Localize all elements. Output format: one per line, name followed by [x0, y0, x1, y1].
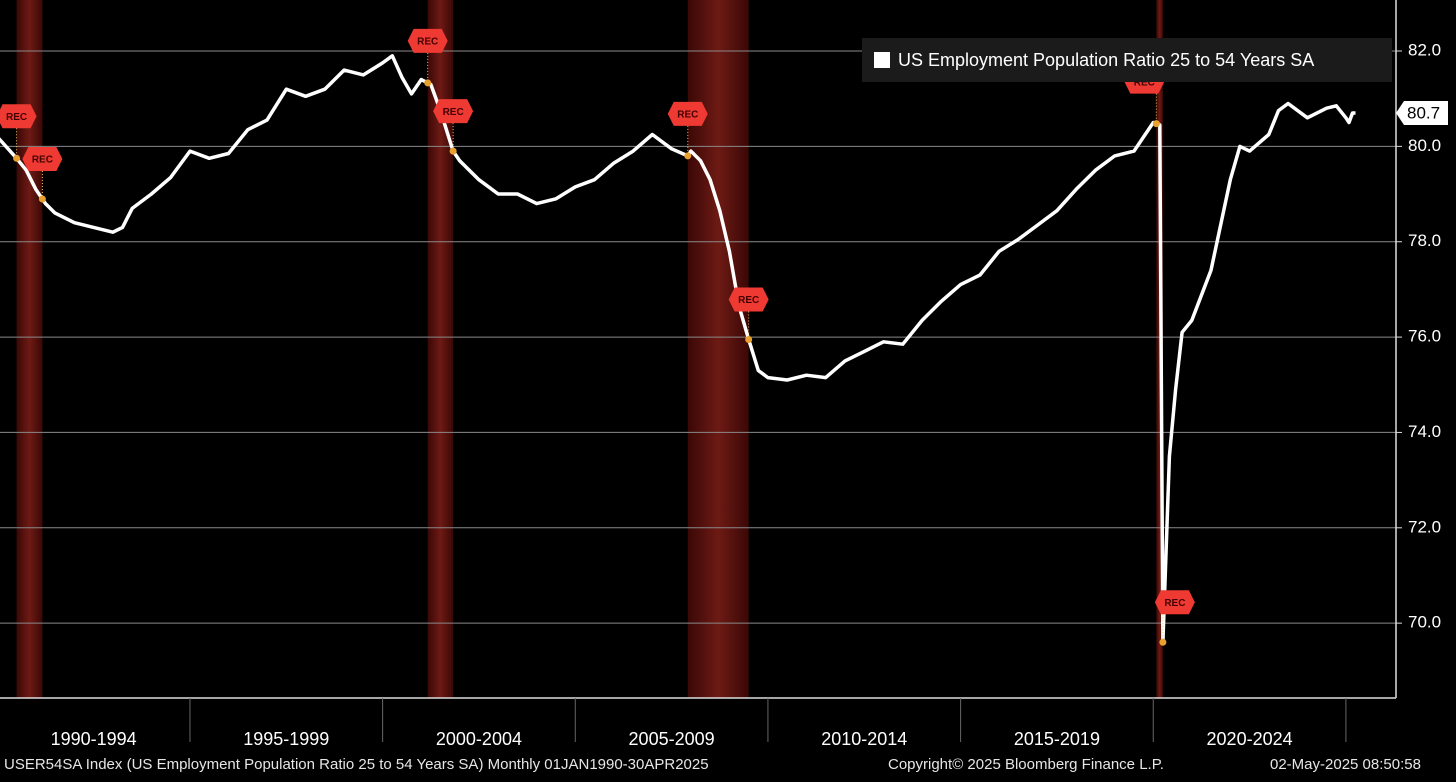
legend-label: US Employment Population Ratio 25 to 54 …: [898, 50, 1314, 70]
x-tick-label: 2010-2014: [821, 729, 907, 749]
flag: [1154, 590, 1195, 615]
flag-label: REC: [738, 295, 759, 306]
x-tick-label: 2020-2024: [1207, 729, 1293, 749]
y-tick-label: 72.0: [1408, 517, 1441, 536]
flag-dot: [684, 152, 692, 160]
last-value-label: 80.7: [1407, 103, 1440, 122]
x-tick-label: 1990-1994: [51, 729, 137, 749]
flag: [22, 147, 63, 172]
flag-dot: [745, 335, 753, 343]
flag-dot: [1159, 638, 1167, 646]
x-tick-label: 1995-1999: [243, 729, 329, 749]
series-line: [0, 54, 1356, 644]
x-tick-label: 2000-2004: [436, 729, 522, 749]
y-tick-label: 74.0: [1408, 422, 1441, 441]
y-tick-label: 76.0: [1408, 327, 1441, 346]
flag: [407, 28, 448, 53]
flag-dot: [449, 147, 457, 155]
flag-label: REC: [417, 37, 438, 48]
flag-dot: [1152, 120, 1160, 128]
flag-dot: [38, 195, 46, 203]
legend-swatch: [874, 52, 890, 68]
flag: [728, 287, 769, 312]
flag: [0, 104, 37, 129]
flag: [667, 101, 708, 126]
x-tick-label: 2005-2009: [629, 729, 715, 749]
flag-label: REC: [443, 107, 464, 118]
flag-label: REC: [677, 110, 698, 121]
flag: [433, 99, 474, 124]
y-tick-label: 70.0: [1408, 613, 1441, 632]
flag-label: REC: [32, 155, 53, 166]
last-value-box: [1396, 100, 1448, 125]
legend-box: [862, 38, 1392, 82]
footer-copyright: Copyright© 2025 Bloomberg Finance L.P.: [888, 756, 1164, 773]
y-tick-label: 82.0: [1408, 40, 1441, 59]
y-tick-label: 78.0: [1408, 231, 1441, 250]
y-tick-label: 80.0: [1408, 136, 1441, 155]
flag-dot: [424, 79, 432, 87]
flag-label: REC: [1134, 77, 1155, 88]
x-tick-label: 2015-2019: [1014, 729, 1100, 749]
flag-dot: [13, 154, 21, 162]
flag-label: REC: [6, 112, 27, 123]
footer-description: USER54SA Index (US Employment Population…: [4, 756, 709, 773]
flag-label: REC: [1164, 598, 1185, 609]
footer-timestamp: 02-May-2025 08:50:58: [1270, 756, 1421, 773]
